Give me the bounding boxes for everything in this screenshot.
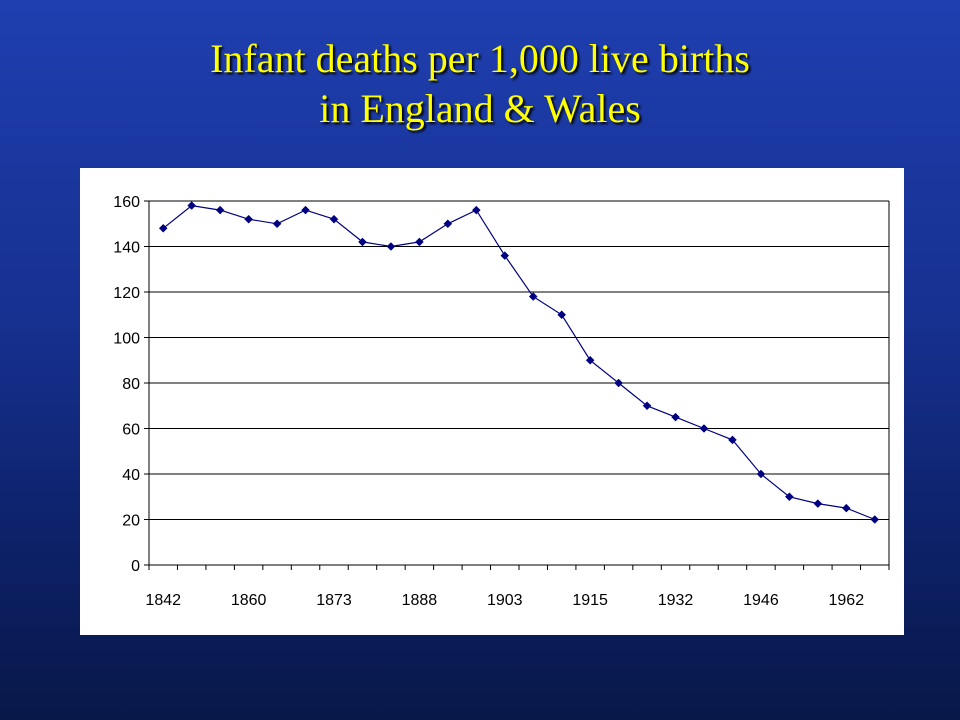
y-tick-label-120: 120 <box>113 285 140 302</box>
y-tick-label-80: 80 <box>122 376 140 393</box>
chart-panel: 0 20 40 60 80 100 120 140 160 1842 1860 1873 1888 190… <box>80 168 904 635</box>
x-tick-label-1860: 1860 <box>231 592 267 609</box>
data-point-1896 <box>471 205 481 215</box>
x-tick-label-1842: 1842 <box>145 592 181 609</box>
data-point-1961 <box>841 503 851 513</box>
data-point-1871 <box>329 214 339 224</box>
y-tick-label-60: 60 <box>122 422 140 439</box>
data-point-1946 <box>756 469 766 479</box>
data-point-1936 <box>699 424 709 433</box>
slide-title: Infant deaths per 1,000 live births in E… <box>0 34 960 134</box>
y-tick-label-40: 40 <box>122 467 140 484</box>
data-point-1861 <box>272 219 282 229</box>
data-point-1931 <box>671 412 680 422</box>
data-point-1906 <box>528 292 538 301</box>
data-point-1846 <box>187 201 197 210</box>
slide-title-line-1: Infant deaths per 1,000 live births <box>210 36 750 81</box>
y-tick-label-20: 20 <box>122 513 140 530</box>
data-point-1866 <box>301 205 310 215</box>
data-point-1926 <box>642 401 652 411</box>
data-point-1966 <box>870 515 880 524</box>
data-point-1911 <box>557 310 567 320</box>
x-tick-label-1888: 1888 <box>402 592 438 609</box>
data-point-1951 <box>785 492 794 502</box>
y-tick-label-100: 100 <box>113 331 140 348</box>
x-tick-label-1903: 1903 <box>487 592 523 609</box>
data-point-1941 <box>728 435 737 445</box>
data-point-1842 <box>158 223 168 233</box>
x-tick-label-1946: 1946 <box>743 592 779 609</box>
data-point-1876 <box>358 237 367 247</box>
data-point-1881 <box>386 242 396 251</box>
x-tick-label-1915: 1915 <box>572 592 608 609</box>
data-point-1956 <box>813 499 823 508</box>
x-tick-label-1962: 1962 <box>829 592 865 609</box>
data-point-1856 <box>244 214 253 224</box>
data-point-1901 <box>500 251 510 260</box>
y-tick-label-0: 0 <box>131 558 140 575</box>
y-tick-label-160: 160 <box>113 194 140 211</box>
data-point-1851 <box>215 205 225 215</box>
slide-title-line-2: in England & Wales <box>319 86 641 131</box>
data-point-1891 <box>443 219 453 229</box>
series-line <box>162 204 876 521</box>
x-tick-label-1932: 1932 <box>658 592 694 609</box>
infant-deaths-line-chart: 0 20 40 60 80 100 120 140 160 1842 1860 1873 1888 190… <box>113 194 890 609</box>
data-point-1921 <box>614 378 623 388</box>
x-tick-label-1873: 1873 <box>316 592 352 609</box>
y-tick-label-140: 140 <box>113 240 140 257</box>
data-point-1916 <box>585 355 595 365</box>
data-point-1886 <box>415 237 424 247</box>
